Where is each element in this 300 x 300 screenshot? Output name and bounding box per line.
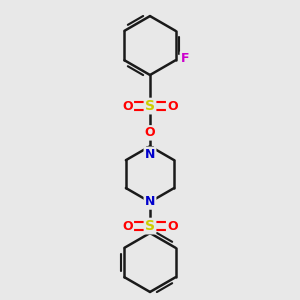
Text: O: O [167, 100, 178, 112]
Text: S: S [145, 99, 155, 113]
Text: O: O [122, 220, 133, 232]
Text: O: O [145, 126, 155, 140]
Text: O: O [167, 220, 178, 232]
Text: N: N [145, 148, 155, 161]
Text: F: F [181, 52, 189, 65]
Text: N: N [145, 196, 155, 208]
Text: S: S [145, 219, 155, 233]
Text: O: O [122, 100, 133, 112]
